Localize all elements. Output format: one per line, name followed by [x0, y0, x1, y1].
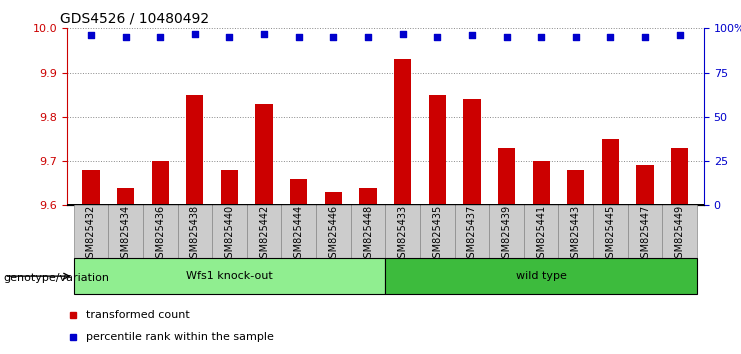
- Bar: [533, 161, 550, 205]
- Bar: [282, 204, 316, 258]
- Point: [258, 31, 270, 36]
- Bar: [256, 103, 273, 205]
- Text: GSM825448: GSM825448: [363, 205, 373, 264]
- Bar: [385, 204, 420, 258]
- Bar: [316, 204, 350, 258]
- Bar: [212, 204, 247, 258]
- Bar: [178, 204, 212, 258]
- Bar: [82, 170, 99, 205]
- Bar: [359, 188, 376, 205]
- Bar: [662, 204, 697, 258]
- Text: GSM825432: GSM825432: [86, 205, 96, 264]
- Text: GDS4526 / 10480492: GDS4526 / 10480492: [60, 12, 210, 26]
- Text: GSM825442: GSM825442: [259, 205, 269, 264]
- Text: GSM825439: GSM825439: [502, 205, 511, 264]
- Text: GSM825436: GSM825436: [155, 205, 165, 264]
- Text: GSM825433: GSM825433: [398, 205, 408, 264]
- Text: transformed count: transformed count: [86, 310, 190, 320]
- Bar: [73, 258, 385, 294]
- Text: GSM825447: GSM825447: [640, 205, 650, 264]
- Bar: [463, 99, 481, 205]
- Point: [674, 33, 685, 38]
- Point: [85, 33, 97, 38]
- Bar: [394, 59, 411, 205]
- Bar: [428, 95, 446, 205]
- Text: GSM825440: GSM825440: [225, 205, 234, 264]
- Text: GSM825449: GSM825449: [675, 205, 685, 264]
- Point: [154, 34, 166, 40]
- Point: [570, 34, 582, 40]
- Bar: [186, 95, 204, 205]
- Point: [466, 33, 478, 38]
- Bar: [117, 188, 134, 205]
- Text: GSM825434: GSM825434: [121, 205, 130, 264]
- Bar: [350, 204, 385, 258]
- Point: [431, 34, 443, 40]
- Point: [119, 34, 131, 40]
- Point: [224, 34, 236, 40]
- Point: [362, 34, 374, 40]
- Point: [639, 34, 651, 40]
- Text: GSM825445: GSM825445: [605, 205, 616, 264]
- Bar: [108, 204, 143, 258]
- Text: GSM825441: GSM825441: [536, 205, 546, 264]
- Bar: [325, 192, 342, 205]
- Point: [396, 31, 408, 36]
- Bar: [602, 139, 619, 205]
- Bar: [498, 148, 515, 205]
- Text: GSM825443: GSM825443: [571, 205, 581, 264]
- Text: Wfs1 knock-out: Wfs1 knock-out: [186, 271, 273, 281]
- Text: genotype/variation: genotype/variation: [4, 273, 110, 283]
- Bar: [221, 170, 238, 205]
- Bar: [593, 204, 628, 258]
- Text: percentile rank within the sample: percentile rank within the sample: [86, 332, 273, 342]
- Bar: [385, 258, 697, 294]
- Point: [501, 34, 513, 40]
- Bar: [454, 204, 489, 258]
- Text: GSM825446: GSM825446: [328, 205, 339, 264]
- Text: GSM825444: GSM825444: [293, 205, 304, 264]
- Bar: [628, 204, 662, 258]
- Bar: [671, 148, 688, 205]
- Bar: [637, 165, 654, 205]
- Text: GSM825435: GSM825435: [432, 205, 442, 264]
- Bar: [567, 170, 585, 205]
- Bar: [489, 204, 524, 258]
- Bar: [524, 204, 559, 258]
- Bar: [152, 161, 169, 205]
- Text: GSM825438: GSM825438: [190, 205, 200, 264]
- Bar: [420, 204, 454, 258]
- Point: [328, 34, 339, 40]
- Text: GSM825437: GSM825437: [467, 205, 477, 264]
- Bar: [247, 204, 282, 258]
- Point: [293, 34, 305, 40]
- Point: [535, 34, 547, 40]
- Bar: [559, 204, 593, 258]
- Bar: [290, 179, 308, 205]
- Point: [189, 31, 201, 36]
- Bar: [73, 204, 108, 258]
- Bar: [143, 204, 178, 258]
- Point: [605, 34, 617, 40]
- Text: wild type: wild type: [516, 271, 567, 281]
